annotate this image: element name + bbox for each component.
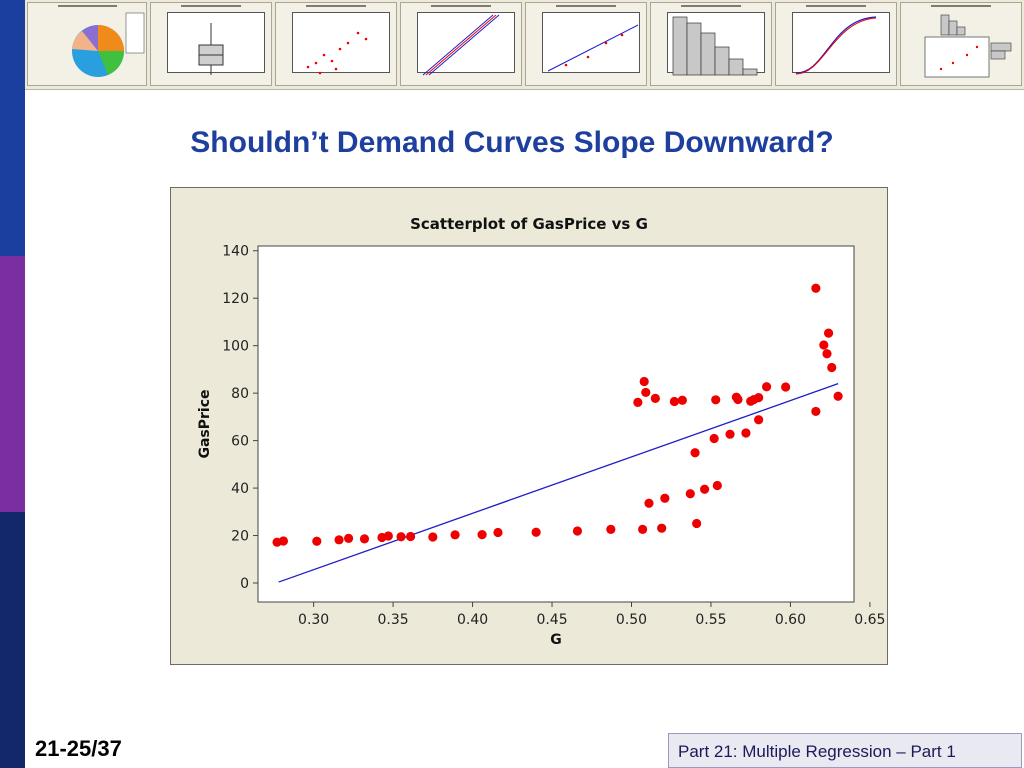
data-point (761, 382, 772, 392)
thumbnail-scatterplot[interactable] (275, 2, 397, 86)
x-tick-label: 0.30 (298, 612, 329, 628)
x-tick-label: 0.50 (616, 612, 647, 628)
data-point (754, 393, 764, 403)
data-point (343, 533, 354, 543)
thumbnail-probability-plot[interactable] (400, 2, 522, 86)
sidebar-band-navy (0, 512, 25, 768)
data-point (733, 394, 743, 405)
data-point (690, 448, 700, 458)
data-point (827, 362, 837, 373)
data-point (669, 396, 680, 407)
data-point (638, 524, 648, 534)
data-point (312, 536, 322, 546)
probability-plot-icon (422, 14, 500, 76)
data-point (633, 397, 643, 408)
scatterplot-chart: Scatterplot of GasPrice vs G 0 20 40 60 80 10… (197, 215, 885, 648)
data-point (823, 328, 834, 338)
y-tick-label: 60 (231, 434, 249, 450)
regression-fit-line (278, 383, 839, 583)
marginal-plot-icon (924, 14, 1012, 78)
data-point (709, 433, 719, 444)
thumbnail-boxplot[interactable] (150, 2, 272, 86)
data-point (650, 393, 660, 403)
x-tick-label: 0.55 (695, 612, 726, 628)
thumbnail-pie-chart[interactable] (27, 2, 147, 86)
footer-label: Part 21: Multiple Regression – Part 1 (668, 733, 1022, 768)
y-tick-label: 100 (222, 339, 249, 355)
chart-title: Scatterplot of GasPrice vs G (410, 215, 648, 233)
sidebar-band-blue (0, 0, 25, 256)
data-point (712, 480, 722, 491)
histogram-icon (672, 16, 758, 76)
data-point (677, 395, 687, 405)
data-point (606, 524, 616, 534)
cdf-curve-icon (795, 16, 877, 75)
data-point (572, 526, 583, 536)
x-axis-label: G (550, 632, 562, 648)
boxplot-icon (198, 23, 224, 75)
data-point (334, 535, 344, 545)
data-point (477, 529, 487, 540)
thumbnail-histogram[interactable] (650, 2, 772, 86)
data-point (741, 428, 751, 438)
regression-icon (547, 24, 639, 72)
data-point (493, 527, 503, 538)
data-point (833, 391, 843, 401)
y-tick-label: 120 (222, 291, 249, 307)
y-axis: 0 20 40 60 80 100 120 140 (222, 244, 258, 592)
data-point (781, 382, 791, 392)
data-point (428, 532, 438, 542)
slide-title: Shouldn’t Demand Curves Slope Downward? (190, 126, 834, 159)
pie-chart-icon (72, 12, 145, 77)
data-point (700, 484, 710, 494)
data-point (692, 518, 702, 529)
data-point (644, 498, 654, 508)
y-tick-label: 40 (231, 481, 249, 497)
data-points (272, 283, 843, 547)
x-tick-label: 0.45 (536, 612, 567, 628)
y-tick-label: 80 (231, 386, 249, 402)
data-point (639, 376, 649, 387)
data-point (660, 493, 670, 503)
y-tick-label: 20 (231, 529, 249, 545)
plot-area (257, 245, 855, 603)
data-point (278, 536, 289, 546)
data-point (657, 523, 667, 533)
slide-number: 21-25/37 (35, 736, 122, 761)
data-point (811, 406, 821, 417)
y-tick-label: 140 (222, 244, 249, 260)
x-axis: 0.30 0.35 0.40 0.45 0.50 0.55 0.60 0.65 (298, 602, 885, 628)
scatter-icon (306, 31, 368, 75)
data-point (819, 340, 829, 350)
y-axis-label: GasPrice (197, 389, 213, 458)
thumbnail-marginal-plot[interactable] (900, 2, 1022, 86)
x-tick-label: 0.65 (854, 612, 885, 628)
data-point (754, 415, 764, 425)
data-point (359, 534, 370, 544)
data-point (811, 283, 821, 293)
y-tick-label: 0 (240, 576, 249, 592)
x-tick-label: 0.60 (775, 612, 806, 628)
x-tick-label: 0.40 (457, 612, 488, 628)
thumbnail-regression-plot[interactable] (525, 2, 647, 86)
data-point (711, 395, 721, 405)
data-point (531, 527, 541, 537)
x-tick-label: 0.35 (378, 612, 409, 628)
data-point (450, 530, 460, 540)
data-point (725, 429, 735, 439)
thumbnail-strip (25, 0, 1024, 90)
data-point (383, 531, 393, 541)
chart-panel: Scatterplot of GasPrice vs G 0 20 40 60 80 10… (170, 187, 888, 665)
sidebar-band-purple (0, 256, 25, 512)
data-point (685, 489, 695, 499)
data-point (641, 387, 651, 398)
data-point (396, 532, 406, 542)
data-point (405, 531, 416, 542)
data-point (822, 349, 832, 359)
thumbnail-empirical-cdf[interactable] (775, 2, 897, 86)
